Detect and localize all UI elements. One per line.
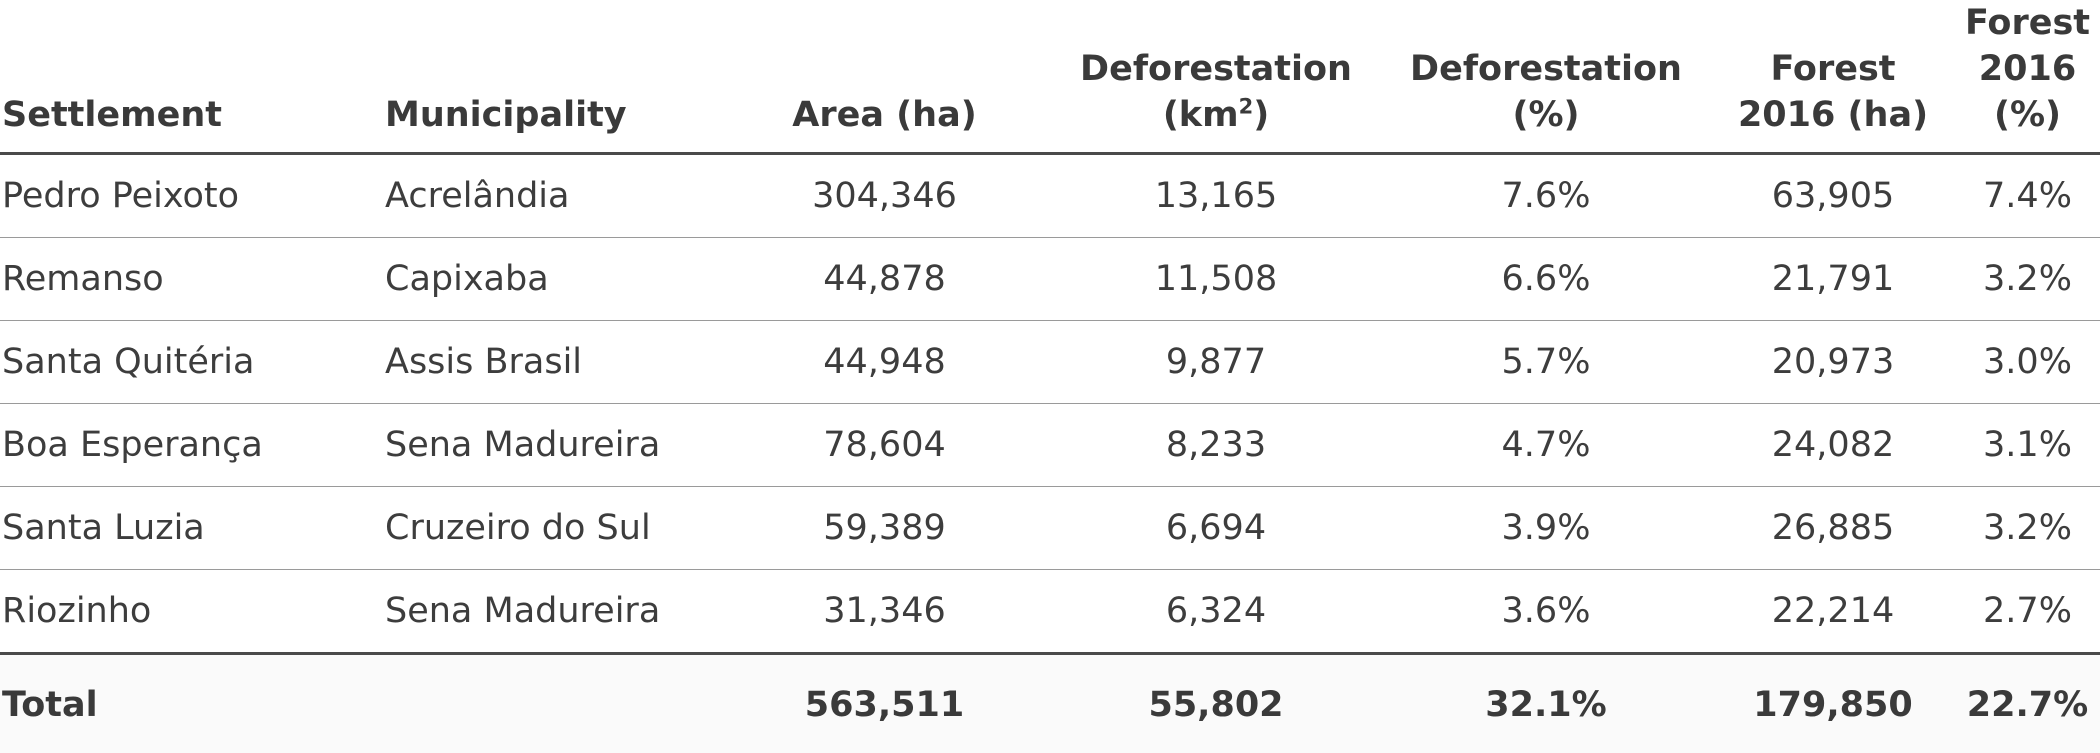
cell-deforestation-km2: 6,694 (1051, 487, 1381, 570)
header-municipality: Municipality (385, 0, 718, 154)
table-row: Riozinho Sena Madureira 31,346 6,324 3.6… (0, 570, 2100, 654)
cell-area: 44,948 (718, 321, 1051, 404)
cell-forest-pct: 7.4% (1955, 154, 2100, 238)
header-area: Area (ha) (718, 0, 1051, 154)
total-forest-pct: 22.7% (1955, 654, 2100, 753)
table-row: Boa Esperança Sena Madureira 78,604 8,23… (0, 404, 2100, 487)
cell-settlement: Boa Esperança (0, 404, 385, 487)
header-forest-ha-line1: Forest (1770, 49, 1895, 89)
table-row: Pedro Peixoto Acrelândia 304,346 13,165 … (0, 154, 2100, 238)
total-municipality (385, 654, 718, 753)
cell-deforestation-km2: 11,508 (1051, 238, 1381, 321)
header-deforestation-km2-line1: Deforestation (1080, 49, 1352, 89)
header-deforestation-pct: Deforestation (%) (1381, 0, 1711, 154)
cell-settlement: Riozinho (0, 570, 385, 654)
cell-deforestation-km2: 13,165 (1051, 154, 1381, 238)
total-label: Total (0, 654, 385, 753)
header-deforestation-pct-line2: (%) (1512, 95, 1579, 135)
cell-settlement: Santa Luzia (0, 487, 385, 570)
header-deforestation-km2: Deforestation (km2) (1051, 0, 1381, 154)
cell-municipality: Capixaba (385, 238, 718, 321)
table-row: Santa Quitéria Assis Brasil 44,948 9,877… (0, 321, 2100, 404)
header-municipality-text: Municipality (385, 95, 627, 135)
cell-forest-pct: 2.7% (1955, 570, 2100, 654)
cell-forest-ha: 20,973 (1711, 321, 1955, 404)
cell-deforestation-pct: 5.7% (1381, 321, 1711, 404)
header-row: Settlement Municipality Area (ha) Defore… (0, 0, 2100, 154)
header-area-text: Area (ha) (792, 95, 976, 135)
cell-deforestation-pct: 6.6% (1381, 238, 1711, 321)
cell-forest-pct: 3.0% (1955, 321, 2100, 404)
cell-area: 59,389 (718, 487, 1051, 570)
cell-municipality: Sena Madureira (385, 404, 718, 487)
cell-deforestation-pct: 3.9% (1381, 487, 1711, 570)
cell-municipality: Assis Brasil (385, 321, 718, 404)
cell-forest-pct: 3.2% (1955, 238, 2100, 321)
total-area: 563,511 (718, 654, 1051, 753)
cell-area: 31,346 (718, 570, 1051, 654)
total-deforestation-km2: 55,802 (1051, 654, 1381, 753)
cell-municipality: Cruzeiro do Sul (385, 487, 718, 570)
cell-forest-pct: 3.2% (1955, 487, 2100, 570)
cell-deforestation-km2: 8,233 (1051, 404, 1381, 487)
cell-forest-ha: 22,214 (1711, 570, 1955, 654)
cell-area: 44,878 (718, 238, 1051, 321)
cell-forest-pct: 3.1% (1955, 404, 2100, 487)
cell-municipality: Sena Madureira (385, 570, 718, 654)
cell-forest-ha: 24,082 (1711, 404, 1955, 487)
table-row: Remanso Capixaba 44,878 11,508 6.6% 21,7… (0, 238, 2100, 321)
header-deforestation-km2-superscript: 2 (1239, 94, 1254, 118)
cell-area: 78,604 (718, 404, 1051, 487)
total-deforestation-pct: 32.1% (1381, 654, 1711, 753)
cell-settlement: Pedro Peixoto (0, 154, 385, 238)
table-row: Santa Luzia Cruzeiro do Sul 59,389 6,694… (0, 487, 2100, 570)
cell-area: 304,346 (718, 154, 1051, 238)
header-settlement-text: Settlement (2, 95, 222, 135)
cell-deforestation-km2: 9,877 (1051, 321, 1381, 404)
cell-settlement: Santa Quitéria (0, 321, 385, 404)
cell-municipality: Acrelândia (385, 154, 718, 238)
header-forest-pct: Forest 2016 (%) (1955, 0, 2100, 154)
cell-forest-ha: 63,905 (1711, 154, 1955, 238)
header-forest-pct-line2: 2016 (%) (1979, 49, 2076, 135)
cell-settlement: Remanso (0, 238, 385, 321)
cell-deforestation-pct: 4.7% (1381, 404, 1711, 487)
header-deforestation-km2-unit: (km (1163, 95, 1239, 135)
cell-forest-ha: 21,791 (1711, 238, 1955, 321)
header-forest-ha-line2: 2016 (ha) (1738, 95, 1928, 135)
header-forest-ha: Forest 2016 (ha) (1711, 0, 1955, 154)
cell-forest-ha: 26,885 (1711, 487, 1955, 570)
header-settlement: Settlement (0, 0, 385, 154)
total-row: Total 563,511 55,802 32.1% 179,850 22.7% (0, 654, 2100, 753)
header-deforestation-km2-close: ) (1253, 95, 1269, 135)
header-deforestation-pct-line1: Deforestation (1410, 49, 1682, 89)
cell-deforestation-pct: 7.6% (1381, 154, 1711, 238)
header-forest-pct-line1: Forest (1965, 3, 2090, 43)
cell-deforestation-km2: 6,324 (1051, 570, 1381, 654)
cell-deforestation-pct: 3.6% (1381, 570, 1711, 654)
total-forest-ha: 179,850 (1711, 654, 1955, 753)
